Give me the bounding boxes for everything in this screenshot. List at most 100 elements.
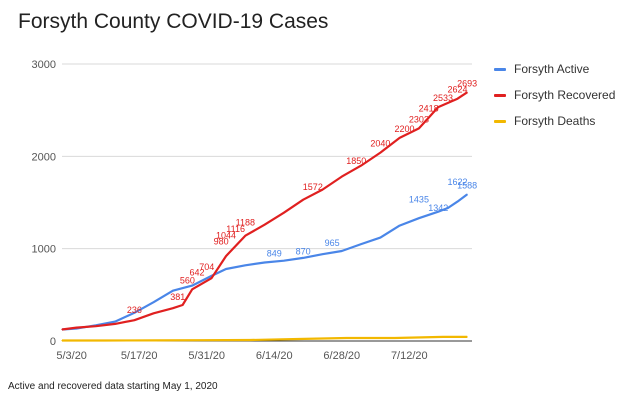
data-label: 1044: [216, 231, 236, 241]
series-point-forsyth-deaths: [153, 339, 155, 341]
series-point-forsyth-recovered: [191, 288, 193, 290]
legend-swatch: [494, 67, 506, 71]
y-tick-label: 1000: [32, 244, 56, 256]
series-point-forsyth-recovered: [341, 176, 343, 178]
x-tick-label: 7/12/20: [391, 350, 428, 362]
data-label: 1342: [428, 203, 448, 213]
series-layer: [61, 91, 468, 342]
data-label: 965: [325, 238, 340, 248]
data-label: 1116: [226, 224, 245, 234]
legend-swatch: [494, 119, 506, 123]
data-label: 2533: [433, 93, 453, 103]
series-point-forsyth-deaths: [104, 339, 107, 342]
series-point-forsyth-recovered: [283, 212, 285, 214]
y-tick-label: 3000: [32, 59, 56, 71]
series-point-forsyth-active: [399, 224, 401, 227]
series-point-forsyth-deaths: [394, 337, 396, 339]
series-point-forsyth-recovered: [263, 224, 266, 226]
data-label: 560: [180, 275, 195, 285]
series-point-forsyth-recovered: [133, 319, 135, 321]
series-point-forsyth-deaths: [249, 339, 251, 341]
series-point-forsyth-active: [341, 250, 343, 252]
series-point-forsyth-active: [172, 290, 174, 292]
data-label: 1588: [457, 180, 477, 190]
data-label: 381: [170, 292, 185, 302]
chart-title: Forsyth County COVID-19 Cases: [18, 10, 329, 33]
series-point-forsyth-recovered: [95, 325, 97, 327]
legend-item-forsyth-active: Forsyth Active: [494, 56, 615, 82]
series-point-forsyth-recovered: [379, 152, 381, 154]
legend-label: Forsyth Active: [514, 62, 590, 76]
data-label: 236: [127, 305, 142, 315]
series-point-forsyth-active: [466, 193, 468, 195]
series-point-forsyth-active: [114, 321, 116, 323]
series-point-forsyth-deaths: [61, 339, 63, 342]
series-point-forsyth-active: [456, 200, 459, 203]
series-point-forsyth-recovered: [302, 199, 304, 201]
data-label: 980: [214, 237, 229, 247]
data-label: 870: [296, 247, 311, 257]
series-point-forsyth-deaths: [442, 336, 444, 338]
series-point-forsyth-active: [360, 243, 362, 245]
series-point-forsyth-recovered: [210, 277, 213, 279]
data-label: 2200: [394, 124, 414, 134]
series-point-forsyth-recovered: [466, 91, 468, 93]
series-point-forsyth-recovered: [244, 235, 246, 237]
data-label: 1188: [236, 217, 255, 227]
series-point-forsyth-active: [302, 257, 304, 259]
series-point-forsyth-active: [153, 301, 155, 303]
series-point-forsyth-deaths: [466, 336, 468, 338]
legend-label: Forsyth Recovered: [514, 88, 616, 102]
data-label: 2418: [419, 104, 439, 114]
series-point-forsyth-active: [133, 312, 135, 314]
series-point-forsyth-active: [283, 260, 285, 262]
series-point-forsyth-recovered: [61, 328, 63, 331]
series-line-forsyth-deaths: [62, 335, 468, 342]
legend-item-forsyth-recovered: Forsyth Recovered: [494, 82, 615, 108]
data-label: 1435: [409, 195, 429, 205]
legend: Forsyth Active Forsyth Recovered Forsyth D…: [494, 56, 615, 134]
series-point-forsyth-recovered: [360, 164, 362, 167]
data-label: 2693: [457, 78, 477, 88]
series-point-forsyth-recovered: [427, 117, 430, 119]
data-label: 2040: [370, 139, 390, 149]
series-point-forsyth-active: [379, 236, 381, 239]
series-point-forsyth-recovered: [75, 327, 78, 329]
series-point-forsyth-active: [321, 253, 324, 255]
data-label: 642: [190, 268, 205, 278]
series-point-forsyth-active: [418, 217, 420, 219]
x-tick-label: 5/3/20: [56, 350, 87, 362]
series-point-forsyth-active: [447, 207, 449, 209]
series-point-forsyth-deaths: [345, 337, 348, 339]
x-tick-label: 5/31/20: [188, 350, 225, 362]
series-point-forsyth-recovered: [437, 106, 439, 108]
series-point-forsyth-recovered: [456, 98, 459, 100]
series-point-forsyth-deaths: [297, 338, 299, 340]
data-label: 849: [267, 249, 282, 259]
y-tick-label: 2000: [32, 151, 56, 163]
series-point-forsyth-recovered: [114, 323, 116, 325]
data-label: 1572: [303, 182, 323, 192]
series-point-forsyth-active: [263, 261, 266, 264]
series-point-forsyth-recovered: [399, 137, 401, 139]
data-label: 1850: [346, 156, 366, 166]
y-tick-labels: 0 1000 2000 3000: [32, 59, 56, 348]
data-label: 704: [199, 262, 214, 272]
series-point-forsyth-deaths: [201, 339, 203, 341]
series-point-forsyth-recovered: [321, 188, 324, 191]
series-point-forsyth-active: [225, 268, 227, 270]
series-point-forsyth-active: [437, 211, 439, 213]
series-point-forsyth-active: [191, 285, 193, 287]
series-point-forsyth-recovered: [225, 255, 227, 257]
legend-swatch: [494, 93, 506, 97]
data-label: 1622: [448, 177, 468, 187]
series-line-forsyth-active: [61, 193, 468, 331]
series-point-forsyth-recovered: [172, 307, 174, 309]
chart-footnote: Active and recovered data starting May 1…: [8, 381, 218, 392]
x-tick-label: 5/17/20: [121, 350, 158, 362]
y-tick-label: 0: [50, 336, 56, 348]
x-tick-labels: 5/3/20 5/17/20 5/31/20 6/14/20 6/28/20 7/12/2…: [56, 350, 427, 362]
series-point-forsyth-recovered: [418, 127, 420, 129]
